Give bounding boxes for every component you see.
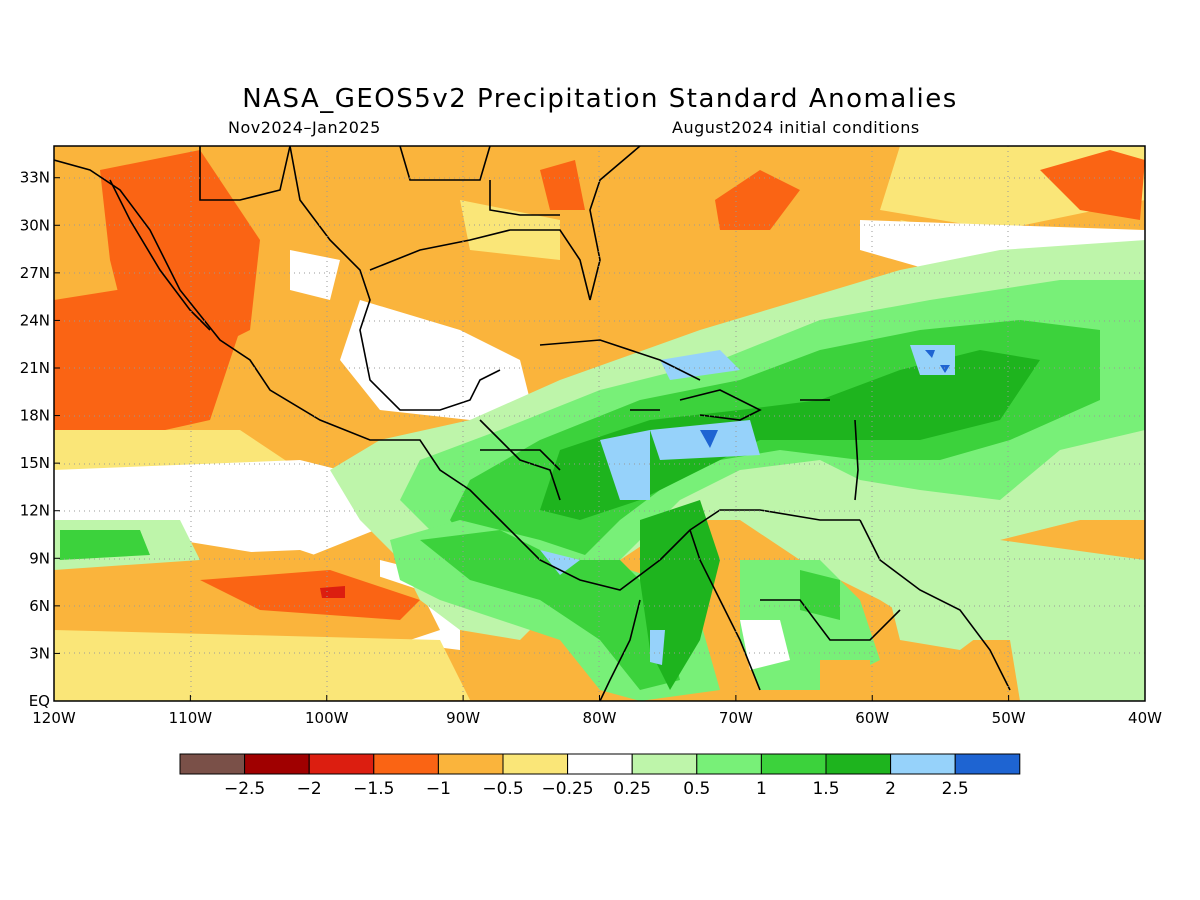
lat-tick-label: 33N <box>20 169 50 187</box>
legend-swatch <box>825 753 892 775</box>
lat-tick-label: 9N <box>29 549 50 567</box>
legend-swatch <box>890 753 956 775</box>
longitude-axis: 120W 110W 100W 90W 80W 70W 60W 50W 40W <box>32 695 1162 727</box>
lon-tick-label: 100W <box>305 709 349 727</box>
legend-swatch <box>954 753 1021 775</box>
anomaly-field <box>54 146 1145 701</box>
legend-swatch <box>696 753 762 775</box>
lon-tick-label: 90W <box>446 709 480 727</box>
legend-swatch <box>373 753 439 775</box>
latitude-axis: EQ 3N 6N 9N 12N 15N 18N 21N 24N 27N 30N 33N <box>20 169 60 710</box>
legend-label: −0.25 <box>542 779 594 799</box>
legend-swatch <box>631 753 698 775</box>
color-legend: −2.5 −2 −1.5 −1 −0.5 −0.25 0.25 0.5 1 1.5 2 2.5 <box>179 753 1021 799</box>
legend-label: −1.5 <box>353 779 394 799</box>
lon-tick-label: 120W <box>32 709 76 727</box>
lat-tick-label: 30N <box>20 216 50 234</box>
lat-tick-label: EQ <box>29 692 50 710</box>
lat-tick-label: 24N <box>20 311 50 329</box>
legend-swatch <box>244 753 310 775</box>
lat-tick-label: 21N <box>20 359 50 377</box>
legend-label: −2.5 <box>224 779 265 799</box>
legend-label: 0.5 <box>683 779 710 799</box>
gridlines <box>54 146 1145 701</box>
legend-swatch <box>437 753 504 775</box>
lat-tick-label: 3N <box>29 644 50 662</box>
legend-label: −1 <box>426 779 451 799</box>
legend-swatch <box>760 753 827 775</box>
lon-tick-label: 110W <box>169 709 213 727</box>
legend-swatch <box>567 753 633 775</box>
lat-tick-label: 18N <box>20 407 50 425</box>
legend-label: 1.5 <box>812 779 839 799</box>
map-title: NASA_GEOS5v2 Precipitation Standard Anom… <box>242 84 958 114</box>
lon-tick-label: 40W <box>1128 709 1162 727</box>
legend-swatch <box>308 753 375 775</box>
legend-label: 0.25 <box>613 779 651 799</box>
initial-conditions: August2024 initial conditions <box>672 118 920 137</box>
lon-tick-label: 60W <box>855 709 889 727</box>
lat-tick-label: 15N <box>20 454 50 472</box>
legend-swatch <box>502 753 569 775</box>
coastlines <box>54 146 1011 701</box>
legend-label: −2 <box>297 779 322 799</box>
lon-tick-label: 50W <box>992 709 1026 727</box>
legend-label: −0.5 <box>482 779 523 799</box>
forecast-period: Nov2024–Jan2025 <box>228 118 381 137</box>
lat-tick-label: 27N <box>20 264 50 282</box>
legend-label: 2 <box>885 779 896 799</box>
lon-tick-label: 80W <box>583 709 617 727</box>
legend-label: 1 <box>756 779 767 799</box>
legend-label: 2.5 <box>942 779 969 799</box>
lon-tick-label: 70W <box>719 709 753 727</box>
lat-tick-label: 6N <box>29 597 50 615</box>
legend-swatch <box>179 753 246 775</box>
lat-tick-label: 12N <box>20 502 50 520</box>
